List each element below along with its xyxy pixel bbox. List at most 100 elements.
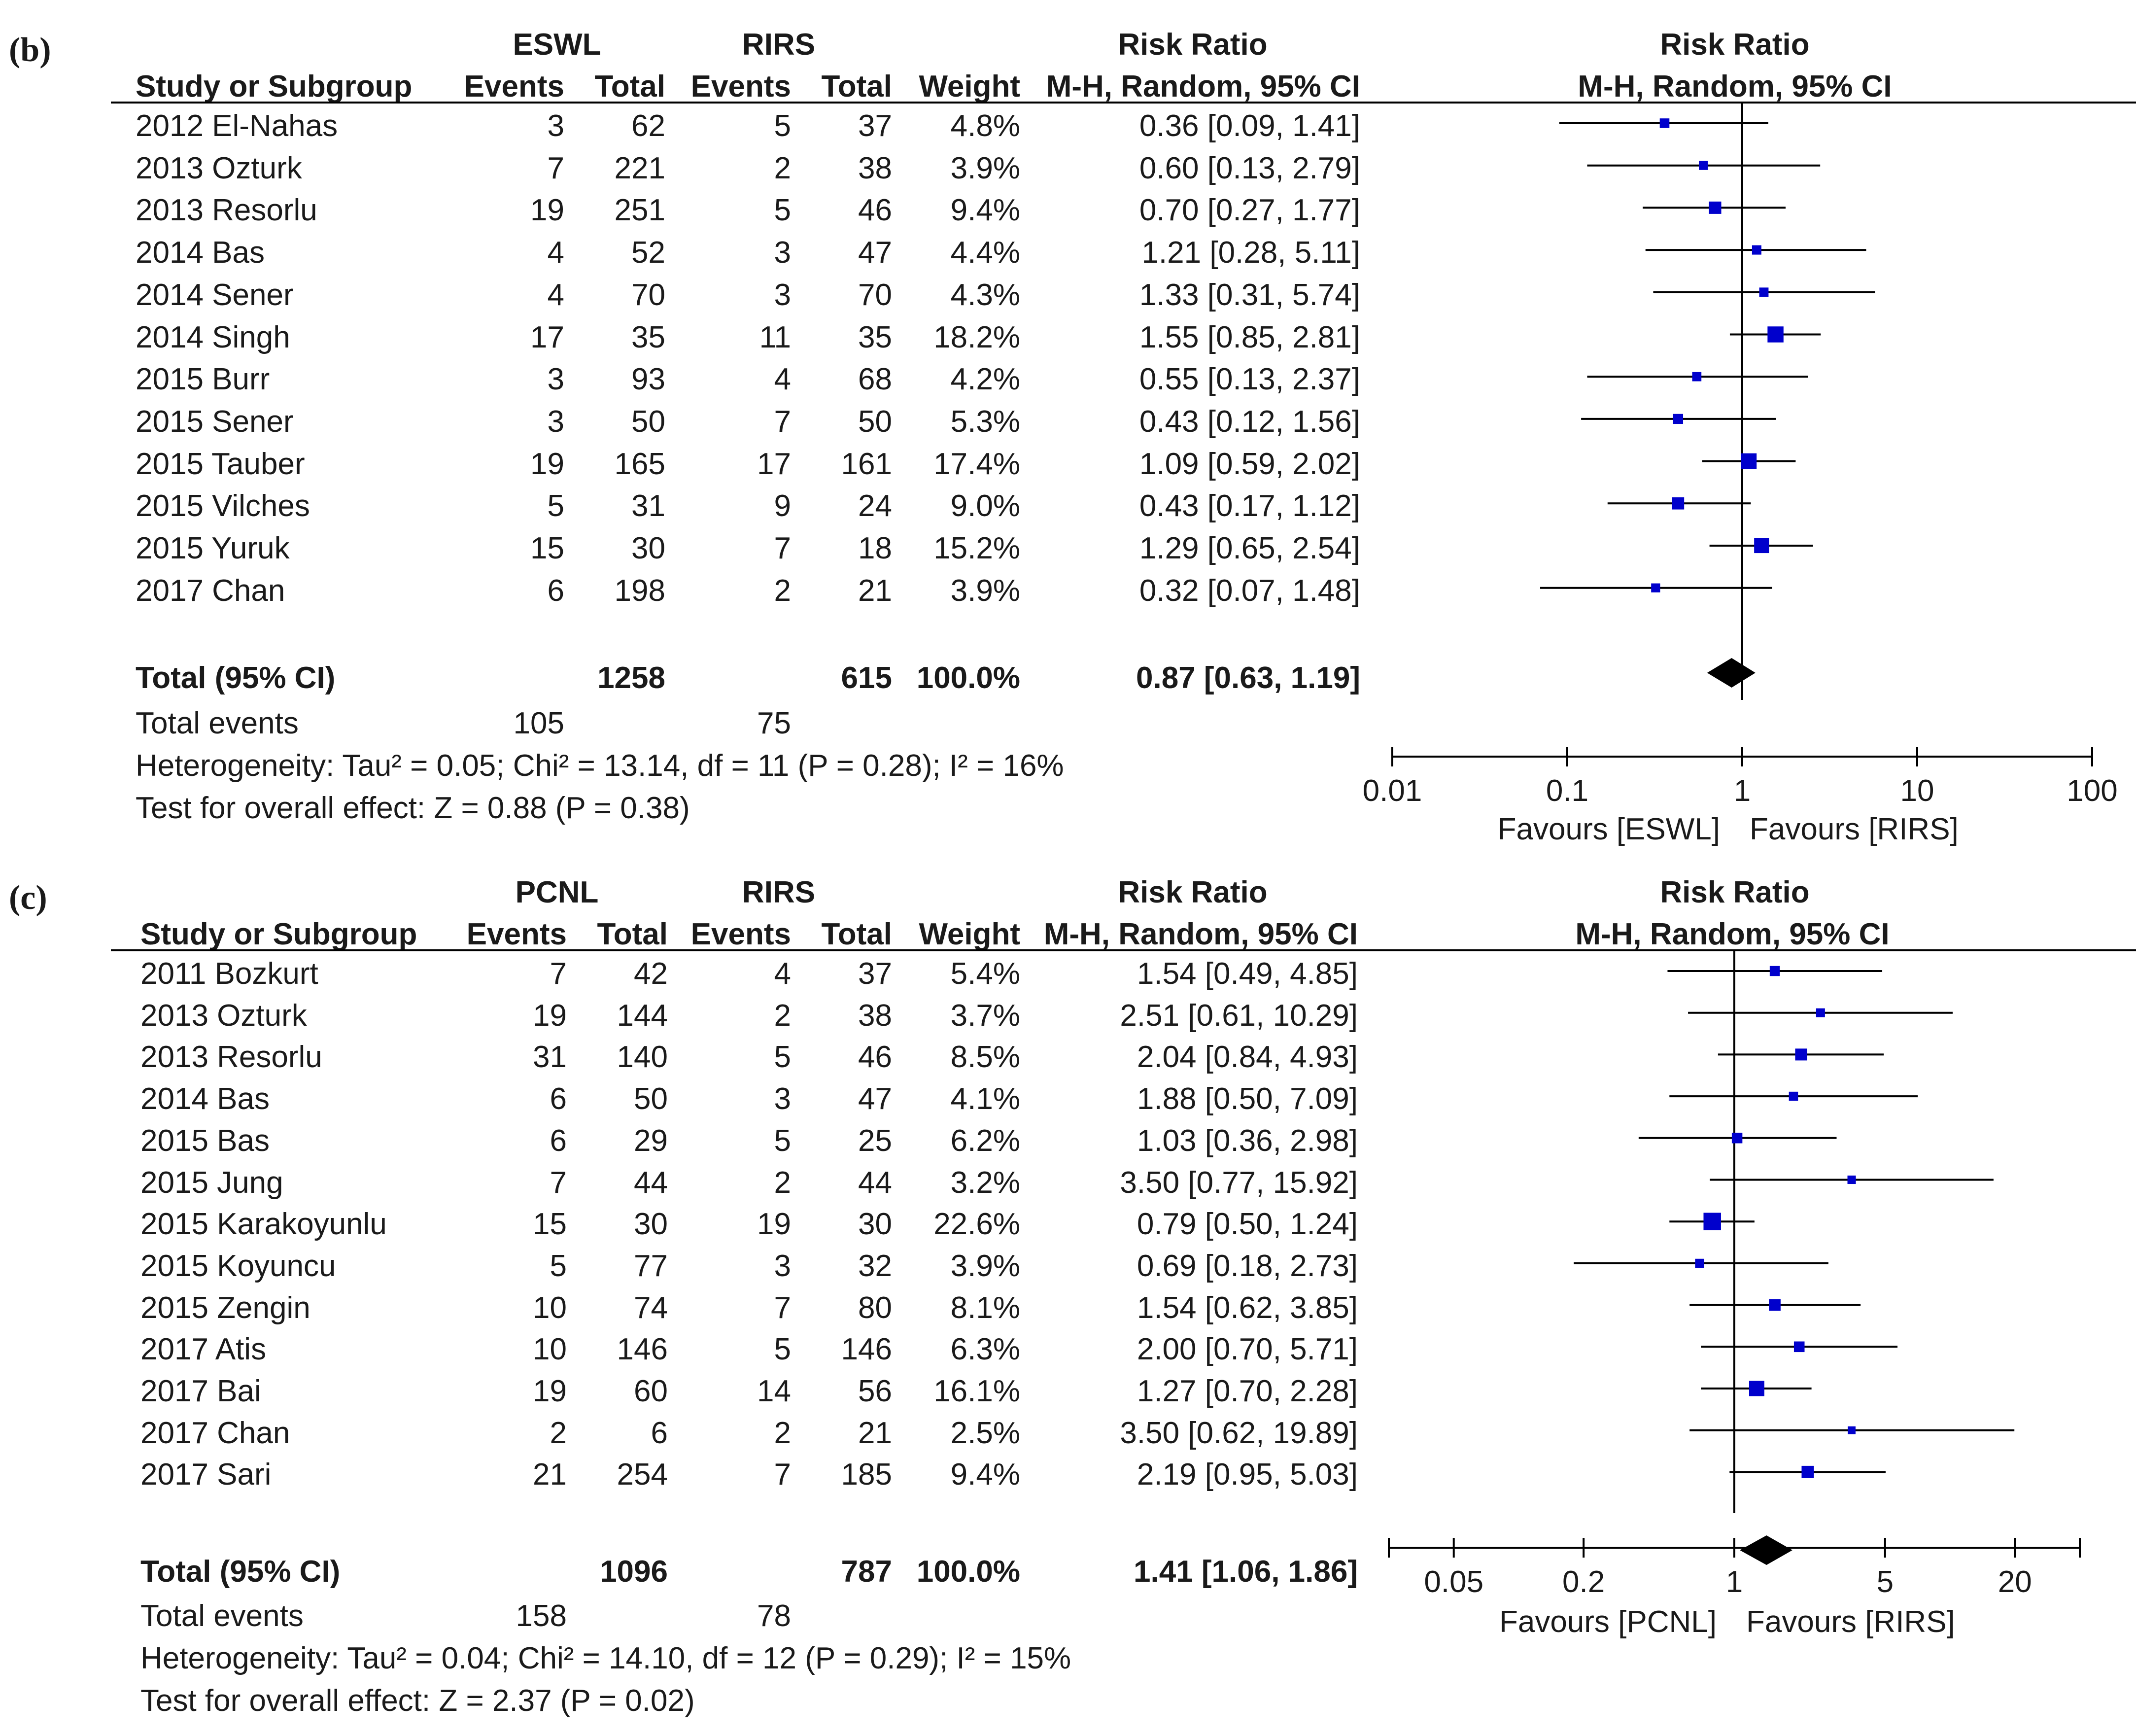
forest-plot-c: 0.05 0.2 1 5 20 Favours [PCNL] Favours [RIRS] — [1388, 951, 2081, 1639]
total-left: 144 — [617, 998, 668, 1033]
total-right: 185 — [841, 1458, 892, 1492]
study-name: 2011 Bozkurt — [140, 957, 318, 991]
events-right: 11 — [759, 320, 791, 354]
total-left: 29 — [634, 1123, 668, 1158]
point-estimate — [1709, 201, 1722, 214]
weight: 15.2% — [933, 531, 1020, 565]
total-left: 44 — [634, 1165, 668, 1200]
point-estimate — [1759, 287, 1769, 297]
x-tick-label: 10 — [1900, 774, 1934, 808]
total-label: Total (95% CI) — [140, 1555, 341, 1589]
study-name: 2015 Jung — [140, 1165, 283, 1200]
total-left: 254 — [617, 1458, 668, 1492]
heterogeneity-text: Heterogeneity: Tau² = 0.05; Chi² = 13.14… — [136, 749, 1064, 783]
group-right-header: RIRS — [742, 875, 816, 909]
events-left: 7 — [547, 151, 564, 185]
x-tick-label: 20 — [1998, 1565, 2032, 1599]
risk-ratio-ci: 0.70 [0.27, 1.77] — [1139, 193, 1360, 228]
forest-plot-b: 0.01 0.1 1 10 100 Favours [ESWL] Favours [RIRS… — [1363, 104, 2118, 846]
weight: 9.4% — [950, 193, 1020, 228]
events-left: 4 — [547, 278, 564, 312]
total-left: 251 — [614, 193, 665, 228]
risk-ratio-ci: 0.79 [0.50, 1.24] — [1137, 1207, 1358, 1242]
risk-ratio-ci: 0.36 [0.09, 1.41] — [1139, 109, 1360, 143]
weight: 16.1% — [933, 1374, 1020, 1408]
events-right: 3 — [774, 1082, 791, 1116]
study-name: 2014 Sener — [136, 278, 294, 312]
weight: 4.1% — [950, 1082, 1020, 1116]
weight: 22.6% — [933, 1207, 1020, 1242]
total-left: 93 — [631, 362, 665, 397]
total-n-left: 1096 — [600, 1555, 668, 1589]
events-left: 2 — [550, 1416, 567, 1450]
risk-ratio-ci: 2.19 [0.95, 5.03] — [1137, 1458, 1358, 1492]
point-estimate — [1769, 1299, 1781, 1311]
risk-ratio-ci: 2.00 [0.70, 5.71] — [1137, 1332, 1358, 1367]
plot-header-title: Risk Ratio — [1660, 28, 1810, 62]
total-left: 221 — [614, 151, 665, 185]
total-events-label: Total events — [136, 706, 299, 740]
total-left: 198 — [614, 573, 665, 608]
rr-header-title: Risk Ratio — [1118, 875, 1268, 909]
panel-label: (c) — [9, 879, 47, 917]
total-left: 77 — [634, 1249, 668, 1283]
col-ci: M-H, Random, 95% CI — [1046, 69, 1360, 104]
weight: 6.2% — [950, 1123, 1020, 1158]
plot-header-sub: M-H, Random, 95% CI — [1578, 69, 1892, 104]
rr-header-title: Risk Ratio — [1118, 28, 1268, 62]
events-right: 5 — [774, 1123, 791, 1158]
col-total-right: Total — [821, 69, 893, 104]
events-right: 5 — [774, 109, 791, 143]
point-estimate — [1703, 1213, 1721, 1230]
col-events-left: Events — [464, 69, 564, 104]
pooled-diamond — [1707, 658, 1756, 688]
favours-left-label: Favours [ESWL] — [1498, 812, 1720, 846]
events-right: 17 — [757, 447, 791, 481]
col-weight: Weight — [919, 69, 1021, 104]
total-left: 62 — [631, 109, 665, 143]
study-name: 2015 Karakoyunlu — [140, 1207, 387, 1242]
risk-ratio-ci: 1.54 [0.49, 4.85] — [1137, 957, 1358, 991]
total-right: 38 — [858, 998, 892, 1033]
events-right: 2 — [774, 1165, 791, 1200]
total-left: 31 — [631, 489, 665, 523]
weight: 17.4% — [933, 447, 1020, 481]
events-left: 6 — [550, 1123, 567, 1158]
group-right-header: RIRS — [742, 28, 816, 62]
events-right: 4 — [774, 362, 791, 397]
total-weight: 100.0% — [916, 661, 1020, 695]
plot-header-title: Risk Ratio — [1660, 875, 1810, 909]
risk-ratio-ci: 1.09 [0.59, 2.02] — [1139, 447, 1360, 481]
events-left: 19 — [530, 447, 564, 481]
events-right: 7 — [774, 1458, 791, 1492]
risk-ratio-ci: 1.21 [0.28, 5.11] — [1141, 236, 1360, 270]
group-left-header: ESWL — [513, 28, 601, 62]
study-name: 2013 Ozturk — [136, 151, 302, 185]
events-left: 5 — [547, 489, 564, 523]
forest-panel-b: (b) ESWL RIRS Risk Ratio Risk Ratio Stud… — [9, 28, 2136, 846]
col-weight: Weight — [919, 917, 1021, 951]
study-name: 2017 Bai — [140, 1374, 261, 1408]
events-left: 15 — [533, 1207, 567, 1242]
events-left: 31 — [533, 1040, 567, 1075]
total-left: 70 — [631, 278, 665, 312]
events-right: 2 — [774, 1416, 791, 1450]
weight: 8.5% — [950, 1040, 1020, 1075]
x-tick-label: 1 — [1734, 774, 1751, 808]
total-right: 70 — [858, 278, 892, 312]
col-study: Study or Subgroup — [136, 69, 413, 104]
header-rule — [111, 102, 2136, 104]
risk-ratio-ci: 0.69 [0.18, 2.73] — [1137, 1249, 1358, 1283]
events-left: 19 — [533, 998, 567, 1033]
point-estimate — [1801, 1465, 1814, 1478]
total-left: 30 — [634, 1207, 668, 1242]
weight: 4.4% — [950, 236, 1020, 270]
group-left-header: PCNL — [515, 875, 599, 909]
total-right: 50 — [858, 404, 892, 439]
overall-effect-text: Test for overall effect: Z = 2.37 (P = 0… — [140, 1684, 695, 1718]
point-estimate — [1749, 1381, 1764, 1396]
study-name: 2014 Bas — [140, 1082, 270, 1116]
point-estimate — [1847, 1175, 1856, 1184]
weight: 2.5% — [950, 1416, 1020, 1450]
weight: 18.2% — [933, 320, 1020, 354]
